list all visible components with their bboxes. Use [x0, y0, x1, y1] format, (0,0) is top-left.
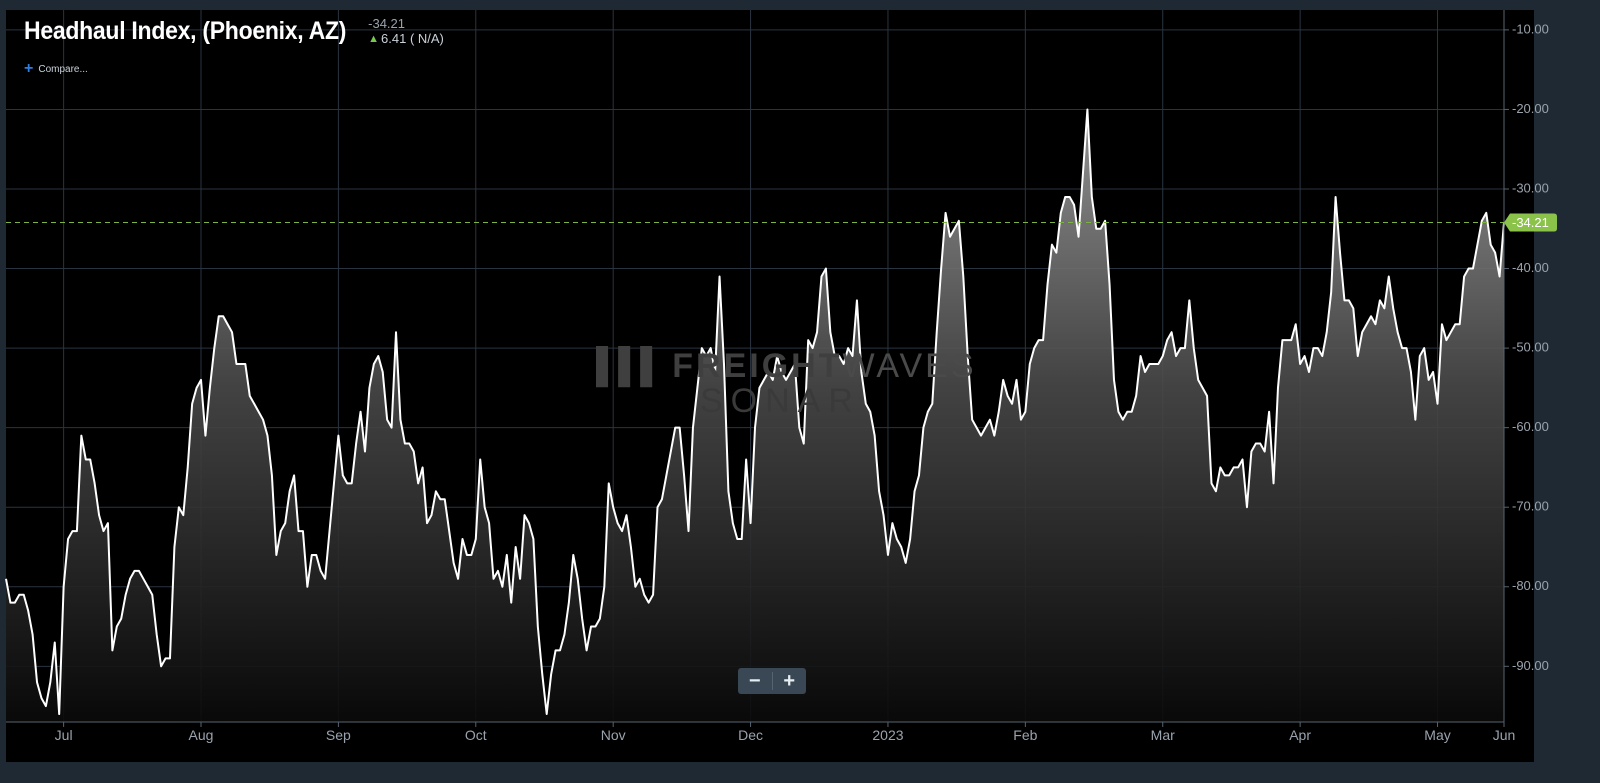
y-tick-label: -90.00 [1512, 658, 1549, 673]
zoom-out-button[interactable]: − [748, 669, 761, 692]
y-axis-ticks: -10.00 -20.00 -30.00 -40.00 -50.00 -60.00 -70.… [1504, 21, 1549, 673]
y-tick-label: -70.00 [1512, 499, 1549, 514]
chart-header: Headhaul Index, (Phoenix, AZ) -34.21 ▲ 6.… [24, 14, 444, 48]
change-value: ▲ 6.41 ( N/A) [368, 31, 444, 47]
watermark-light-text: WAVES [842, 347, 977, 385]
watermark-logo-icon: ▌▌▌ [596, 347, 664, 385]
y-tick-label: -40.00 [1512, 260, 1549, 275]
x-tick-label: 2023 [872, 727, 903, 743]
x-tick-label: Sep [326, 727, 351, 743]
x-tick-label: Aug [189, 727, 214, 743]
current-value: -34.21 [368, 16, 406, 31]
x-tick-label: Nov [601, 727, 626, 743]
x-tick-label: Dec [738, 727, 763, 743]
zoom-divider [771, 672, 773, 690]
x-axis-ticks: Jul Aug Sep Oct Nov Dec 2023 Feb Mar Apr May Jun [55, 722, 1516, 743]
watermark-sonar-text: SONAR [700, 382, 861, 420]
x-tick-label: Jul [55, 727, 73, 743]
last-value-badge: -34.21 [1504, 213, 1557, 232]
series-area-fill [6, 109, 1504, 722]
x-tick-label: Apr [1289, 727, 1311, 743]
change-text: 6.41 ( N/A) [381, 31, 444, 46]
series-line [5, 108, 1505, 716]
compare-label: Compare... [38, 63, 88, 75]
zoom-in-button[interactable]: + [783, 669, 796, 692]
watermark-bold-text: FREIGHT [672, 347, 843, 385]
y-tick-label: -30.00 [1512, 180, 1549, 195]
plus-icon: + [24, 60, 34, 77]
header-values: -34.21 ▲ 6.41 ( N/A) [368, 14, 444, 47]
x-tick-label: May [1424, 727, 1450, 743]
y-tick-label: -60.00 [1512, 419, 1549, 434]
x-tick-label: Feb [1013, 727, 1037, 743]
chart-title: Headhaul Index, (Phoenix, AZ) [24, 17, 347, 45]
y-tick-label: -80.00 [1512, 578, 1549, 593]
y-tick-label: -20.00 [1512, 101, 1549, 116]
last-value-label: -34.21 [1512, 215, 1549, 230]
y-tick-label: -50.00 [1512, 340, 1549, 355]
y-tick-label: -10.00 [1512, 21, 1549, 36]
x-tick-label: Jun [1493, 727, 1516, 743]
arrow-up-icon: ▲ [368, 33, 380, 45]
x-tick-label: Mar [1151, 727, 1175, 743]
freightwaves-sonar-watermark: ▌▌▌ FREIGHTWAVES SONAR [596, 348, 986, 418]
zoom-controls: − + [738, 668, 806, 694]
compare-button[interactable]: + Compare... [24, 60, 88, 77]
x-tick-label: Oct [465, 727, 487, 743]
